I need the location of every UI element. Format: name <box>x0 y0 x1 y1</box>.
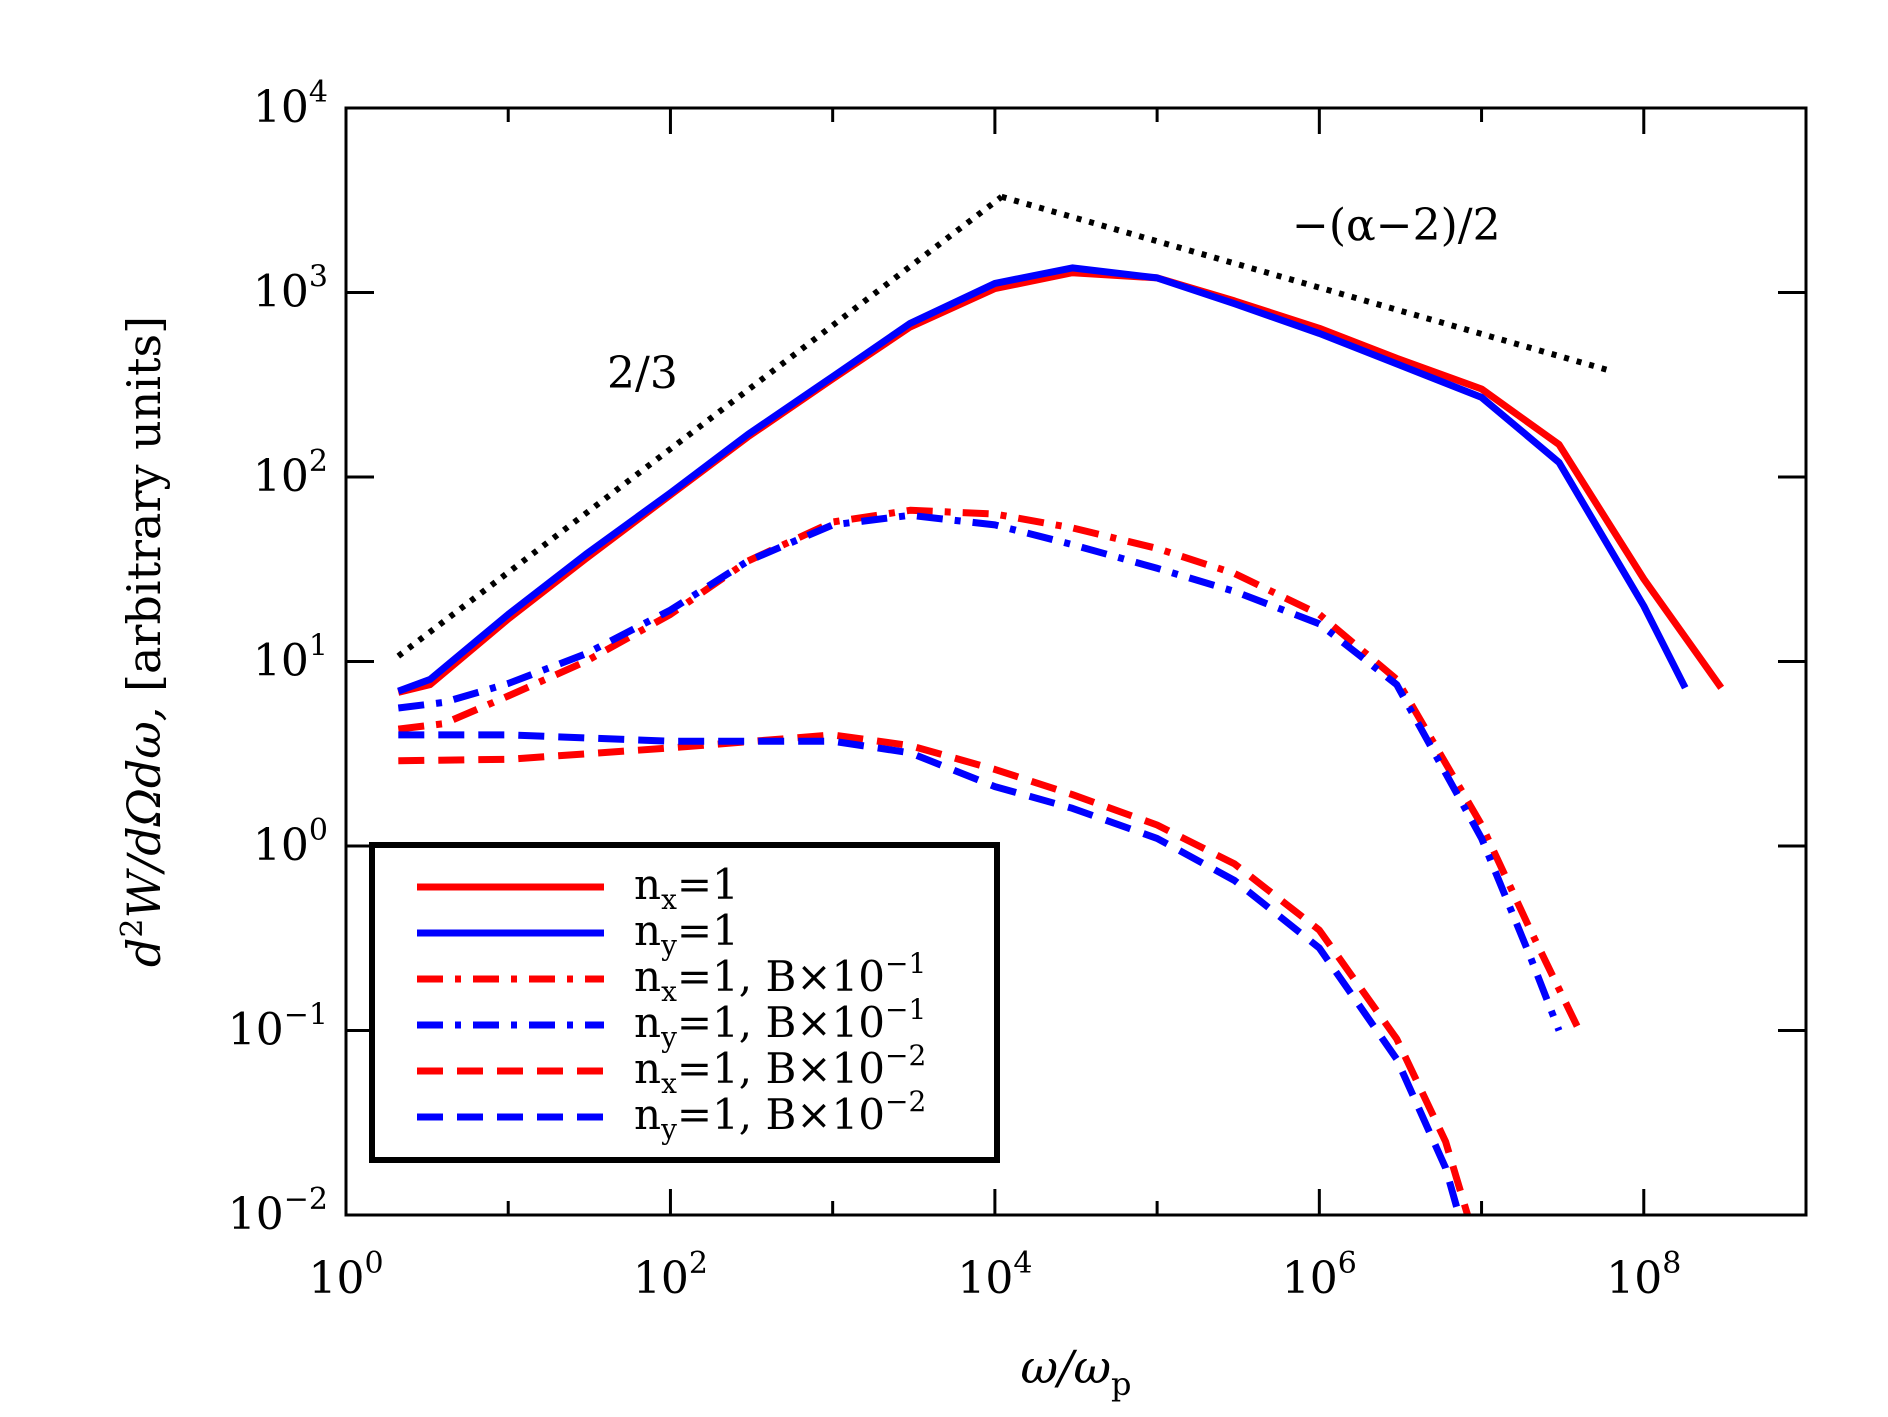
legend-label-3: nx=1, B×10−1 <box>634 947 926 1008</box>
slope-annotation-right: −(α−2)/2 <box>1292 200 1501 251</box>
x-axis-title: ω/ωp <box>1020 1340 1131 1403</box>
reference-line-2 <box>1000 193 1609 373</box>
series-line-3 <box>397 506 1583 1033</box>
y-tick-label: 101 <box>253 629 328 687</box>
x-tick-label: 104 <box>957 1246 1032 1304</box>
y-tick-label: 104 <box>253 75 328 133</box>
reference-line-1 <box>396 194 1004 659</box>
legend-label-6: ny=1, B×10−2 <box>634 1085 926 1146</box>
y-tick-label: 10−2 <box>228 1182 328 1240</box>
y-tick-label: 10−1 <box>228 998 328 1056</box>
y-axis-title: d2W/dΩdω, [arbitrary units] <box>115 316 171 967</box>
series-line-2 <box>397 264 1689 695</box>
y-tick-label: 100 <box>253 813 328 871</box>
series-line-5 <box>398 731 1472 1215</box>
y-tick-label: 103 <box>253 260 328 318</box>
legend-label-4: ny=1, B×10−1 <box>634 993 926 1054</box>
y-tick-label: 102 <box>253 444 328 502</box>
x-tick-label: 108 <box>1606 1246 1681 1304</box>
series-line-4 <box>397 511 1563 1032</box>
series-line-6 <box>398 731 1463 1215</box>
x-tick-label: 102 <box>633 1246 708 1304</box>
legend-label-1: nx=1 <box>634 860 739 916</box>
legend-label-2: ny=1 <box>634 906 739 962</box>
legend-label-5: nx=1, B×10−2 <box>634 1039 926 1100</box>
x-tick-label: 100 <box>308 1246 383 1304</box>
x-tick-label: 106 <box>1282 1246 1357 1304</box>
series-line-1 <box>397 269 1725 696</box>
legend-box <box>369 842 1000 1163</box>
slope-annotation-left: 2/3 <box>607 348 678 399</box>
